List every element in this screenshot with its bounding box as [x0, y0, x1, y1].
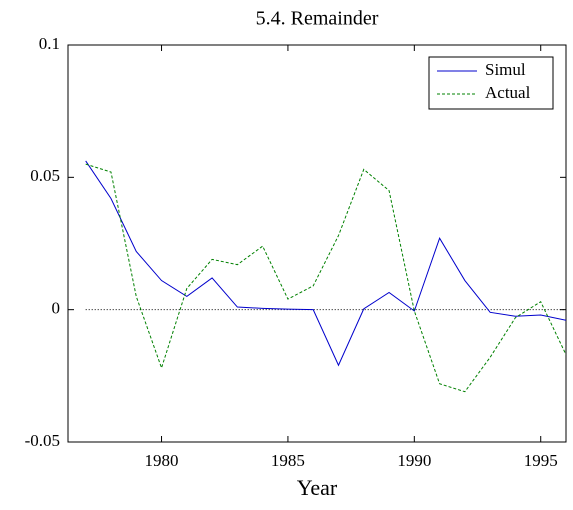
x-axis-label: Year [297, 475, 338, 500]
legend-label: Actual [485, 83, 531, 102]
chart-title: 5.4. Remainder [256, 8, 379, 30]
y-tick-label: -0.05 [25, 431, 60, 450]
x-tick-label: 1995 [524, 451, 558, 470]
x-tick-label: 1980 [145, 451, 179, 470]
plot-frame [67, 44, 567, 443]
legend-label: Simul [485, 60, 526, 79]
x-tick-label: 1985 [271, 451, 305, 470]
data-line [85, 160, 566, 367]
y-tick-label: 0 [52, 299, 61, 318]
x-tick-label: 1990 [397, 451, 431, 470]
y-tick-label: 0.1 [39, 34, 60, 53]
data-line [85, 163, 566, 393]
y-tick-label: 0.05 [30, 166, 60, 185]
legend-box [428, 56, 554, 110]
